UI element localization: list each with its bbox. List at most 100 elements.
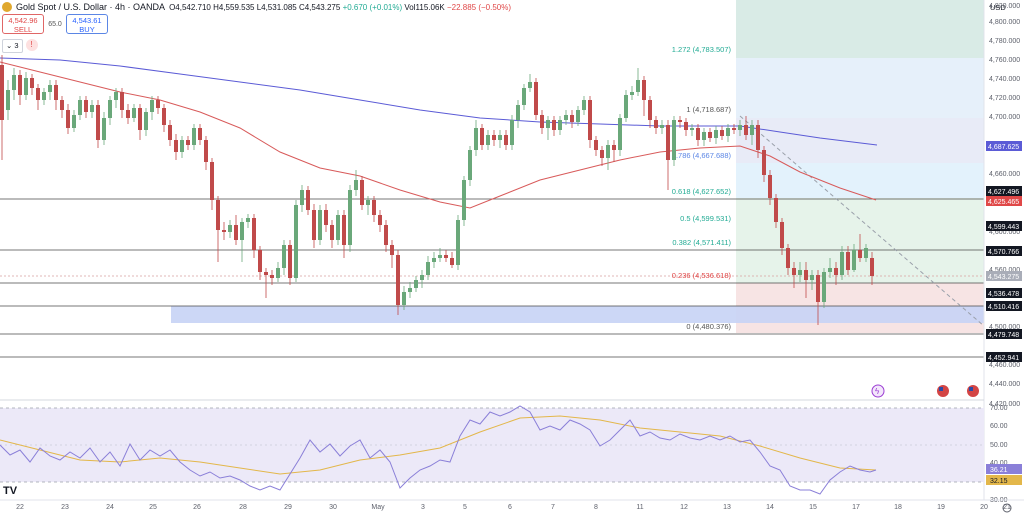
candle-body [732,128,736,130]
candle-body [390,245,394,255]
symbol-title[interactable]: Gold Spot / U.S. Dollar · 4h · OANDA [16,2,166,12]
price-labels: 4,687.625 4,627.496 4,625.465 4,599.443 4,57… [986,141,1022,362]
candle-body [594,140,598,150]
candle-body [546,120,550,128]
candle-body [252,218,256,250]
candle-body [720,130,724,136]
candle-body [744,125,748,135]
lightning-glyph: ϟ [875,387,880,396]
price-label-badge [986,141,1022,151]
candle-body [576,110,580,122]
rsi-tick: 40.00 [990,460,1008,467]
rsi-tick: 60.00 [990,423,1008,430]
trade-panel: 4,542.96 SELL 65.0 4,543.61 BUY [2,14,108,34]
candle-body [258,250,262,272]
alert-icon[interactable]: ! [25,39,38,51]
candle-body [660,125,664,128]
time-label: 8 [594,504,598,511]
fib-label: 1.272 (4,783.507) [672,45,732,54]
collapse-indicators-button[interactable]: ⌄ 3 [2,39,23,53]
candles [0,55,874,325]
candle-body [24,78,28,95]
candle-body [132,108,136,118]
candle-body [714,130,718,138]
lightning-icon[interactable] [871,384,885,398]
time-label: 17 [852,504,860,511]
candle-body [822,272,826,302]
candle-body [174,140,178,152]
candle-body [120,92,124,110]
buy-button[interactable]: 4,543.61 BUY [66,14,108,34]
candle-body [246,218,250,222]
price-label-badge [986,271,1022,281]
candle-body [726,128,730,136]
support-zone [171,306,984,323]
candle-body [792,268,796,275]
price-label-badge [986,221,1022,231]
price-label-text: 4,625.465 [988,199,1019,206]
time-label: 25 [149,504,157,511]
candle-body [54,85,58,100]
price-tick: 4,440.000 [989,381,1020,388]
price-tick: 4,660.000 [989,171,1020,178]
candle-body [276,268,280,278]
candle-body [60,100,64,110]
price-tick: 4,740.000 [989,76,1020,83]
price-label-text: 4,627.496 [988,189,1019,196]
fib-zone-1 [736,58,984,118]
chevron-down-icon: ⌄ [6,41,13,50]
candle-body [696,128,700,140]
candle-body [582,100,586,110]
time-label: 5 [463,504,467,511]
candle-body [618,118,622,150]
candle-body [768,175,772,198]
candle-body [612,145,616,150]
settings-gear-icon[interactable] [1002,503,1012,513]
candle-body [456,220,460,265]
candle-body [66,110,70,128]
candle-body [630,92,634,95]
candle-body [444,255,448,258]
time-label: 29 [284,504,292,511]
candle-body [804,270,808,280]
candle-body [420,275,424,280]
chart-header: Gold Spot / U.S. Dollar · 4h · OANDA O4,… [0,0,511,14]
time-label: 11 [636,504,643,511]
rsi-ma-badge [986,475,1022,485]
rsi-tick: 50.00 [990,442,1008,449]
candle-body [264,272,268,275]
price-label-text: 4,599.443 [988,224,1019,231]
price-tick: 4,560.000 [989,267,1020,274]
candle-body [432,258,436,262]
spread-value: 65.0 [48,20,62,28]
price-label-badge [986,186,1022,196]
time-label: 23 [61,504,69,511]
rsi-value-badge [986,464,1022,474]
fib-label: 0.382 (4,571.411) [672,238,731,247]
price-label-badge [986,329,1022,339]
candle-body [840,252,844,275]
sell-button[interactable]: 4,542.96 SELL [2,14,44,34]
candle-body [336,215,340,240]
time-label: 20 [980,504,988,511]
candle-body [324,210,328,225]
candle-body [384,225,388,245]
time-label: 22 [16,504,24,511]
candle-body [270,275,274,278]
candle-body [48,85,52,92]
time-axis[interactable]: 22 23 24 25 26 28 29 30 May 3 5 6 7 8 11 12 13 14 15 17 18 19… [16,504,1011,511]
candle-body [30,78,34,88]
candle-body [306,190,310,210]
candle-body [216,200,220,230]
candle-body [510,120,514,145]
candle-body [846,252,850,270]
countdown-label: 01:13 [990,281,1007,288]
time-label: 3 [421,504,425,511]
rsi-line [0,405,877,495]
ma-red-line [0,61,877,209]
candle-body [300,190,304,205]
fib-label: 0.618 (4,627.652) [672,187,732,196]
candle-body [78,100,82,115]
candle-body [114,92,118,100]
